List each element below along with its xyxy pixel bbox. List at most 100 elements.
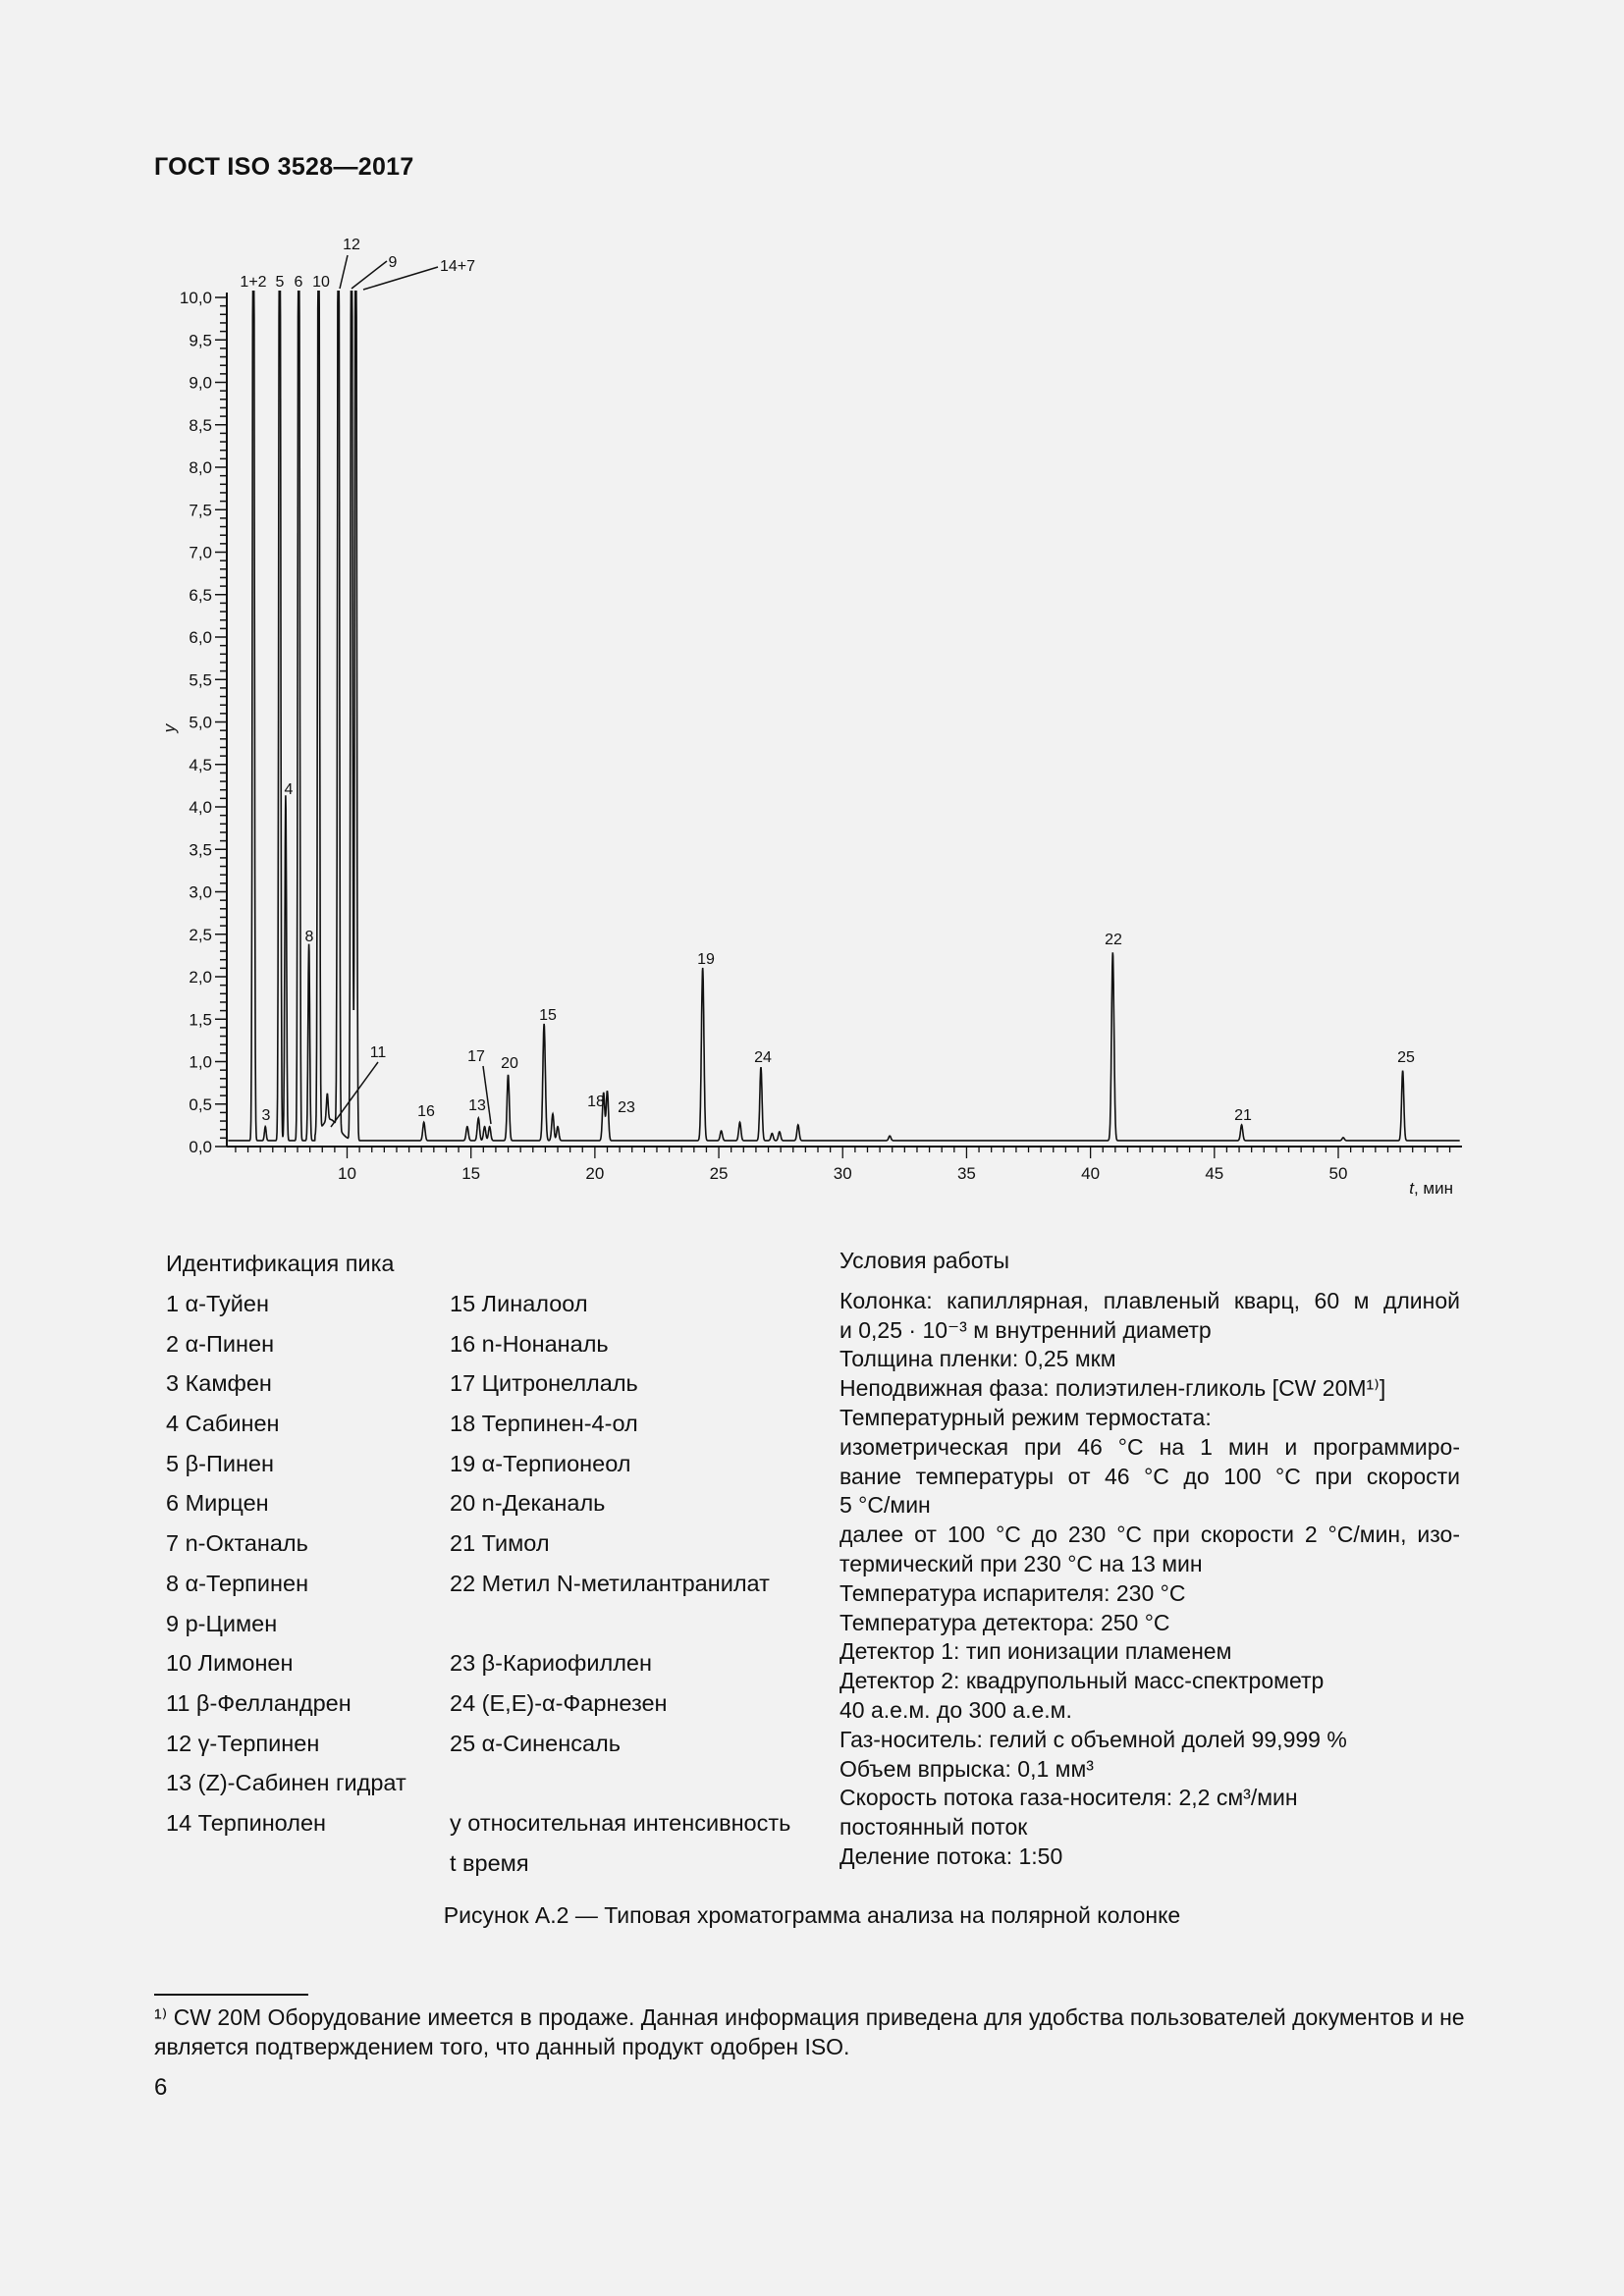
peak-leader-line: [362, 266, 439, 291]
peak-label: 22: [1105, 932, 1122, 948]
peak-label: 1+2: [240, 274, 266, 291]
y-tick-label: 5,5: [189, 670, 212, 689]
legend-item: 13 (Z)-Сабинен гидрат: [166, 1770, 406, 1796]
condition-line: Детектор 1: тип ионизации пламенем: [839, 1638, 1232, 1665]
legend-item: 7 n-Октаналь: [166, 1530, 308, 1557]
y-tick-label: 5,0: [189, 714, 212, 732]
x-axis-label: t, мин: [1409, 1179, 1453, 1198]
condition-line: Скорость потока газа-носителя: 2,2 см³/м…: [839, 1785, 1298, 1811]
peak-label: 12: [343, 237, 360, 253]
condition-line: Температурный режим термостата:: [839, 1404, 1212, 1430]
chromatogram-chart: 0,0 0,5 1,0 1,5 2,0 2,5 3,0 3,5 4,0 4,5 5,0 5,5 6,0 6…: [160, 237, 1462, 1198]
condition-line: Объем впрыска: 0,1 мм³: [839, 1755, 1094, 1782]
legend-item: 8 α-Терпинен: [166, 1570, 309, 1596]
conditions-title: Условия работы: [839, 1248, 1010, 1273]
peak-label: 13: [468, 1097, 486, 1114]
y-tick-label: 7,5: [189, 501, 212, 519]
x-axis-unit: , мин: [1414, 1179, 1453, 1198]
y-tick-label: 9,0: [189, 374, 212, 393]
legend-item: 22 Метил N-метилантранилат: [450, 1570, 770, 1596]
legend-item: 14 Терпинолен: [166, 1809, 326, 1836]
x-tick-label: 35: [957, 1164, 976, 1183]
y-tick-label: 2,5: [189, 926, 212, 944]
condition-line: 5 °С/мин: [839, 1492, 931, 1519]
legend-item: 19 α-Терпионеол: [450, 1450, 631, 1476]
peak-label: 14+7: [440, 258, 475, 275]
peak-label: 21: [1234, 1107, 1252, 1124]
x-tick-label: 30: [834, 1164, 852, 1183]
peak-leader-line: [351, 260, 388, 290]
legend-item: 12 γ-Терпинен: [166, 1730, 320, 1756]
y-tick-label: 1,0: [189, 1053, 212, 1072]
peak-leader-line: [339, 254, 349, 290]
condition-line: далее от 100 °С до 230 °С при скорости 2…: [839, 1522, 1460, 1548]
peak-label: 11: [370, 1044, 387, 1061]
y-axis-label: y: [160, 722, 179, 733]
x-tick-label: 25: [710, 1164, 729, 1183]
footnote: ¹⁾ CW 20M Оборудование имеется в продаже…: [154, 2004, 1465, 2059]
condition-line: постоянный поток: [839, 1814, 1028, 1841]
legend-item: y относительная интенсивность: [450, 1809, 791, 1836]
y-tick-label: 2,0: [189, 968, 212, 987]
legend-item: 24 (E,E)-α-Фарнезен: [450, 1689, 668, 1716]
legend-item: 4 Сабинен: [166, 1411, 280, 1437]
y-tick-label: 9,5: [189, 331, 212, 349]
legend-item: 11 β-Фелландрен: [166, 1689, 352, 1716]
y-tick-label: 0,5: [189, 1095, 212, 1114]
peak-label: 3: [262, 1107, 271, 1124]
legend-item: 20 n-Деканаль: [450, 1490, 606, 1517]
peak-leader-line: [482, 1065, 492, 1125]
legend-item: 5 β-Пинен: [166, 1450, 274, 1476]
peak-label: 8: [305, 929, 314, 945]
y-tick-label: 0,0: [189, 1138, 212, 1156]
y-tick-label: 10,0: [180, 289, 212, 307]
condition-line: Детектор 2: квадрупольный масс-спектроме…: [839, 1668, 1325, 1694]
footnote-divider: [154, 1994, 308, 1996]
peak-label: 16: [417, 1103, 435, 1120]
condition-line: Неподвижная фаза: полиэтилен-гликоль [CW…: [839, 1375, 1386, 1402]
peak-label: 15: [539, 1007, 557, 1024]
x-tick-label: 10: [338, 1164, 356, 1183]
x-tick-label: 50: [1329, 1164, 1348, 1183]
chromatogram-trace: [228, 291, 1460, 1142]
peak-legend-column-2: 15 Линалоол 16 n-Нонаналь 17 Цитронеллаль 1…: [450, 1284, 790, 1883]
peak-leader-line: [330, 1061, 379, 1128]
peak-label: 24: [754, 1049, 772, 1066]
y-tick-label: 3,0: [189, 883, 212, 902]
document-header: ГОСТ ISO 3528—2017: [154, 153, 414, 181]
condition-line: Деление потока: 1:50: [839, 1842, 1063, 1869]
peak-labels: 1+2 3 5 4 6 8 10 11 12 9 14+7 16 13 17 20 15 18 23 19 24 22 2…: [240, 237, 1415, 1128]
y-tick-label: 1,5: [189, 1010, 212, 1029]
legend-item: 10 Лимонен: [166, 1650, 294, 1677]
x-tick-label: 15: [461, 1164, 480, 1183]
legend-item: [450, 1604, 790, 1644]
peak-label: 19: [697, 951, 715, 968]
y-tick-label: 8,0: [189, 458, 212, 477]
y-tick-label: 7,0: [189, 544, 212, 562]
condition-line: 40 а.е.м. до 300 а.е.м.: [839, 1696, 1072, 1723]
legend-item: 2 α-Пинен: [166, 1330, 275, 1357]
x-tick-label: 20: [585, 1164, 604, 1183]
legend-item: 18 Терпинен-4-ол: [450, 1411, 638, 1437]
condition-line: Толщина пленки: 0,25 мкм: [839, 1346, 1116, 1372]
chart-axes: 0,0 0,5 1,0 1,5 2,0 2,5 3,0 3,5 4,0 4,5 5,0 5,5 6,0 6…: [180, 289, 1462, 1183]
legend-item: 23 β-Кариофиллен: [450, 1650, 652, 1677]
peak-label: 25: [1397, 1049, 1415, 1066]
peak-label: 5: [276, 274, 285, 291]
y-tick-label: 4,0: [189, 798, 212, 817]
operating-conditions: Условия работы Колонка: капиллярная, пла…: [839, 1247, 1460, 1872]
legend-item: 15 Линалоол: [450, 1291, 588, 1316]
peak-label: 17: [467, 1048, 485, 1065]
legend-item: 17 Цитронеллаль: [450, 1370, 638, 1397]
condition-line: Температура детектора: 250 °С: [839, 1609, 1170, 1635]
peak-label: 6: [295, 274, 303, 291]
peak-label: 9: [389, 254, 398, 271]
legend-item: 1 α-Туйен: [166, 1291, 269, 1316]
condition-line: и 0,25 · 10⁻³ м внутренний диаметр: [839, 1316, 1212, 1343]
peak-label: 18: [587, 1094, 605, 1110]
y-tick-label: 4,5: [189, 756, 212, 774]
condition-line: Колонка: капиллярная, плавленый кварц, 6…: [839, 1287, 1460, 1313]
peak-label: 10: [312, 274, 330, 291]
x-tick-label: 45: [1205, 1164, 1223, 1183]
peak-legend-column-1: 1 α-Туйен 2 α-Пинен 3 Камфен 4 Сабинен 5 β-П…: [166, 1284, 406, 1843]
